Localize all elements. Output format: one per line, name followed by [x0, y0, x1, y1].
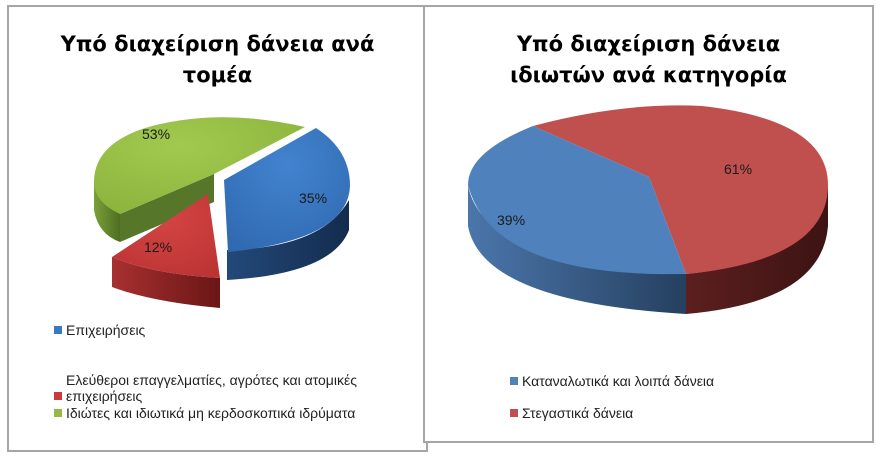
slice-label-53: 53%	[142, 126, 170, 142]
slice-label-35: 35%	[299, 190, 327, 206]
chart-title-line1: Υπό διαχείριση δάνεια ανά	[60, 32, 375, 56]
legend-label-line2: επιχειρήσεις	[66, 388, 143, 404]
pie-chart-sectors: 53% 35% 12%	[94, 117, 350, 308]
pie-chart-private-loans: 61% 39%	[468, 105, 828, 314]
legend-item-consumer: Καταναλωτικά και λοιπά δάνεια	[510, 373, 714, 389]
legend-label: Στεγαστικά δάνεια	[522, 405, 634, 421]
legend-swatch-red	[510, 409, 518, 417]
legend-swatch-blue	[510, 377, 518, 385]
legend-item-mortgage: Στεγαστικά δάνεια	[510, 405, 633, 421]
legend-item-businesses: Επιχειρήσεις	[54, 322, 145, 338]
legend-swatch-blue	[54, 326, 62, 334]
pie-slice-individuals	[94, 117, 305, 242]
chart-title-line2: τομέα	[182, 63, 253, 87]
legend-label: Επιχειρήσεις	[66, 322, 146, 338]
legend-swatch-red	[54, 392, 62, 400]
pie-slice-mortgage	[533, 105, 828, 274]
pie-slice-businesses	[224, 128, 350, 280]
chart-title: Υπό διαχείριση δάνεια ιδιωτών ανά κατηγο…	[425, 29, 872, 91]
legend-label: Ελεύθεροι επαγγελματίες, αγρότες και ατο…	[66, 372, 357, 404]
chart-panel-private-loans: Υπό διαχείριση δάνεια ιδιωτών ανά κατηγο…	[423, 5, 874, 443]
pie-slice-consumer	[468, 126, 686, 275]
chart-panel-sectors: Υπό διαχείριση δάνεια ανά τομέα	[7, 5, 428, 452]
chart-title: Υπό διαχείριση δάνεια ανά τομέα	[9, 29, 426, 91]
chart-title-line2: ιδιωτών ανά κατηγορία	[510, 63, 787, 87]
slice-label-39: 39%	[497, 212, 525, 228]
pie-side-mortgage	[686, 185, 828, 314]
legend-item-individuals: Ιδιώτες και ιδιωτικά μη κερδοσκοπικά ιδρ…	[54, 405, 355, 421]
pie-slice-self-employed	[112, 194, 220, 308]
pie-side-consumer	[468, 185, 686, 314]
legend-item-self-employed: Ελεύθεροι επαγγελματίες, αγρότες και ατο…	[54, 372, 357, 404]
legend-label-line1: Ελεύθεροι επαγγελματίες, αγρότες και ατο…	[66, 372, 357, 388]
legend-label: Καταναλωτικά και λοιπά δάνεια	[522, 373, 715, 389]
legend-label: Ιδιώτες και ιδιωτικά μη κερδοσκοπικά ιδρ…	[66, 405, 356, 421]
legend-swatch-green	[54, 409, 62, 417]
slice-label-61: 61%	[724, 161, 752, 177]
slice-label-12: 12%	[144, 239, 172, 255]
chart-title-line1: Υπό διαχείριση δάνεια	[516, 32, 781, 56]
